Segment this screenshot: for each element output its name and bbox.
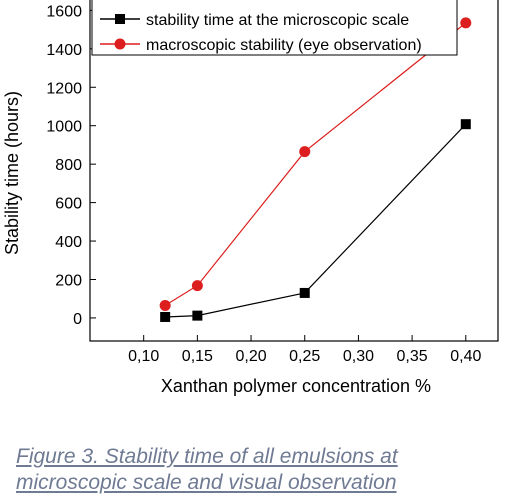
x-axis-label: Xanthan polymer concentration %: [161, 376, 431, 396]
y-axis: 0 200 400 600 800 1000 1200 1400 1600: [46, 3, 96, 328]
x-tick-label: 0,25: [289, 348, 320, 365]
legend: stability time at the microscopic scale …: [91, 0, 458, 56]
y-tick-label: 1200: [46, 80, 82, 97]
y-tick-label: 200: [55, 272, 82, 289]
x-tick-label: 0,30: [343, 348, 374, 365]
y-tick-label: 0: [73, 311, 82, 328]
x-tick-label: 0,15: [182, 348, 213, 365]
legend-label-microscopic: stability time at the microscopic scale: [146, 12, 409, 29]
legend-label-macroscopic: macroscopic stability (eye observation): [146, 37, 422, 54]
x-tick-label: 0,10: [128, 348, 159, 365]
data-point-microscopic: [160, 311, 171, 322]
data-point-macroscopic: [299, 146, 311, 158]
y-tick-label: 600: [55, 196, 82, 213]
figure-caption-line-2: microscopic scale and visual observation: [16, 471, 397, 494]
y-tick-label: 400: [55, 234, 82, 251]
legend-marker-microscopic: [115, 14, 125, 24]
data-point-macroscopic: [460, 17, 472, 29]
y-tick-label: 1600: [46, 3, 82, 20]
y-tick-label: 1000: [46, 119, 82, 136]
data-point-microscopic: [299, 287, 310, 298]
series-layer: [159, 17, 472, 322]
y-tick-label: 1400: [46, 42, 82, 59]
data-point-microscopic: [192, 310, 203, 321]
legend-marker-macroscopic: [114, 38, 126, 50]
x-axis: 0,10 0,15 0,20 0,25 0,30 0,35 0,40: [128, 335, 481, 365]
data-point-microscopic: [460, 119, 471, 130]
x-tick-label: 0,40: [450, 348, 481, 365]
legend-box: [91, 0, 458, 56]
figure-caption-line-1: Figure 3. Stability time of all emulsion…: [16, 445, 398, 468]
series-line-1: [164, 22, 467, 306]
y-axis-label: Stability time (hours): [2, 91, 22, 255]
data-point-macroscopic: [191, 280, 203, 292]
x-tick-label: 0,20: [235, 348, 266, 365]
data-point-macroscopic: [159, 299, 171, 311]
y-tick-label: 800: [55, 157, 82, 174]
plot-frame: [89, 0, 499, 342]
series-line-0: [165, 123, 467, 318]
x-tick-label: 0,35: [397, 348, 428, 365]
